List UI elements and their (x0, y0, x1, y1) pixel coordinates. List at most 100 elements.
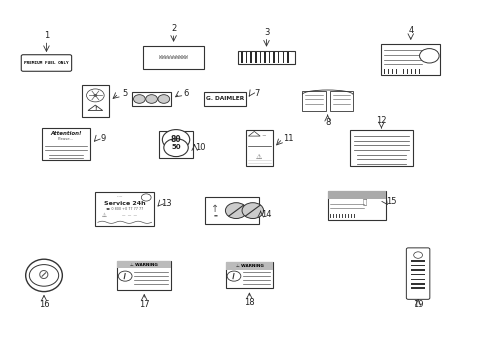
Text: WWWWWWWWWW: WWWWWWWWWW (159, 55, 187, 60)
Bar (412, 69, 413, 74)
Circle shape (133, 95, 145, 103)
Bar (329, 214, 330, 218)
Bar (302, 91, 325, 111)
Circle shape (242, 203, 263, 219)
Circle shape (86, 89, 104, 102)
Bar (351, 214, 352, 218)
Bar (268, 52, 270, 63)
Text: ▬: ▬ (213, 214, 217, 218)
Bar (399, 69, 400, 74)
Circle shape (29, 265, 59, 286)
Text: 11: 11 (283, 134, 293, 143)
Bar (266, 52, 267, 63)
Text: 2: 2 (171, 24, 176, 33)
Bar (410, 267, 424, 269)
Text: 13: 13 (161, 199, 171, 208)
Bar (410, 69, 411, 74)
Text: 50: 50 (171, 144, 181, 150)
Circle shape (413, 252, 422, 258)
Bar (344, 214, 345, 218)
Bar (332, 214, 333, 218)
Bar (238, 51, 294, 64)
Bar (159, 130, 193, 158)
Text: !: ! (94, 106, 97, 111)
Bar (277, 52, 279, 63)
Text: Attention!: Attention! (50, 131, 81, 136)
Bar (410, 274, 424, 275)
Circle shape (419, 49, 438, 63)
Bar (410, 265, 424, 266)
Bar (225, 262, 272, 270)
Text: ⊘: ⊘ (38, 269, 50, 282)
Text: —  —  —: — — — (122, 213, 137, 217)
Bar (343, 214, 344, 218)
Bar (331, 214, 332, 218)
Text: 8: 8 (325, 118, 329, 127)
Bar (225, 262, 272, 288)
Bar (337, 214, 338, 218)
Text: ☎ 0 800 +0 77 77 77: ☎ 0 800 +0 77 77 77 (106, 207, 143, 211)
Bar (410, 279, 424, 280)
Bar (410, 290, 424, 292)
Bar (117, 261, 171, 268)
Bar (381, 44, 439, 75)
Bar (395, 69, 396, 74)
Circle shape (93, 94, 97, 97)
Text: 1: 1 (44, 31, 49, 40)
Text: ↑: ↑ (211, 204, 219, 214)
Bar (397, 69, 398, 74)
Bar (408, 69, 409, 74)
Bar (250, 52, 251, 63)
Bar (289, 52, 290, 63)
Text: -----: ----- (117, 195, 122, 199)
Bar (420, 69, 421, 74)
Bar (275, 52, 277, 63)
Text: 16: 16 (39, 300, 49, 309)
Text: G. DAIMLER: G. DAIMLER (205, 96, 244, 102)
Bar (117, 261, 171, 290)
Text: ⚠ WARNING: ⚠ WARNING (130, 262, 158, 267)
Bar (410, 269, 424, 271)
Text: 19: 19 (412, 300, 423, 309)
Bar (270, 52, 272, 63)
Bar (410, 283, 424, 285)
Text: 5: 5 (122, 89, 127, 98)
FancyBboxPatch shape (21, 55, 72, 71)
Bar (410, 276, 424, 278)
Text: Service 24h: Service 24h (103, 201, 145, 206)
Text: ⚠: ⚠ (256, 154, 262, 159)
Circle shape (162, 130, 189, 150)
Text: 4: 4 (407, 26, 412, 35)
Bar (335, 214, 336, 218)
Bar (338, 214, 339, 218)
Bar (416, 69, 417, 74)
Bar (264, 52, 265, 63)
Bar (341, 214, 342, 218)
Circle shape (141, 194, 151, 201)
Bar (410, 286, 424, 287)
Bar (393, 69, 394, 74)
Bar (262, 52, 263, 63)
Bar (353, 214, 354, 218)
Bar (385, 69, 386, 74)
Bar (132, 92, 171, 106)
Bar (410, 281, 424, 282)
Bar (82, 85, 108, 117)
Bar (329, 91, 352, 111)
Circle shape (118, 271, 132, 281)
Text: 18: 18 (244, 298, 254, 307)
Text: 3: 3 (264, 28, 268, 37)
Bar (354, 214, 355, 218)
Text: ⚠ WARNING: ⚠ WARNING (235, 264, 263, 268)
Circle shape (145, 95, 157, 103)
Text: 10: 10 (195, 143, 205, 152)
Circle shape (226, 271, 240, 281)
Bar (259, 52, 261, 63)
Bar (348, 214, 349, 218)
Text: 7: 7 (254, 89, 259, 98)
Bar (327, 191, 386, 199)
Text: ~: ~ (261, 133, 266, 138)
Bar (286, 52, 288, 63)
Circle shape (158, 95, 169, 103)
Bar (410, 294, 424, 296)
